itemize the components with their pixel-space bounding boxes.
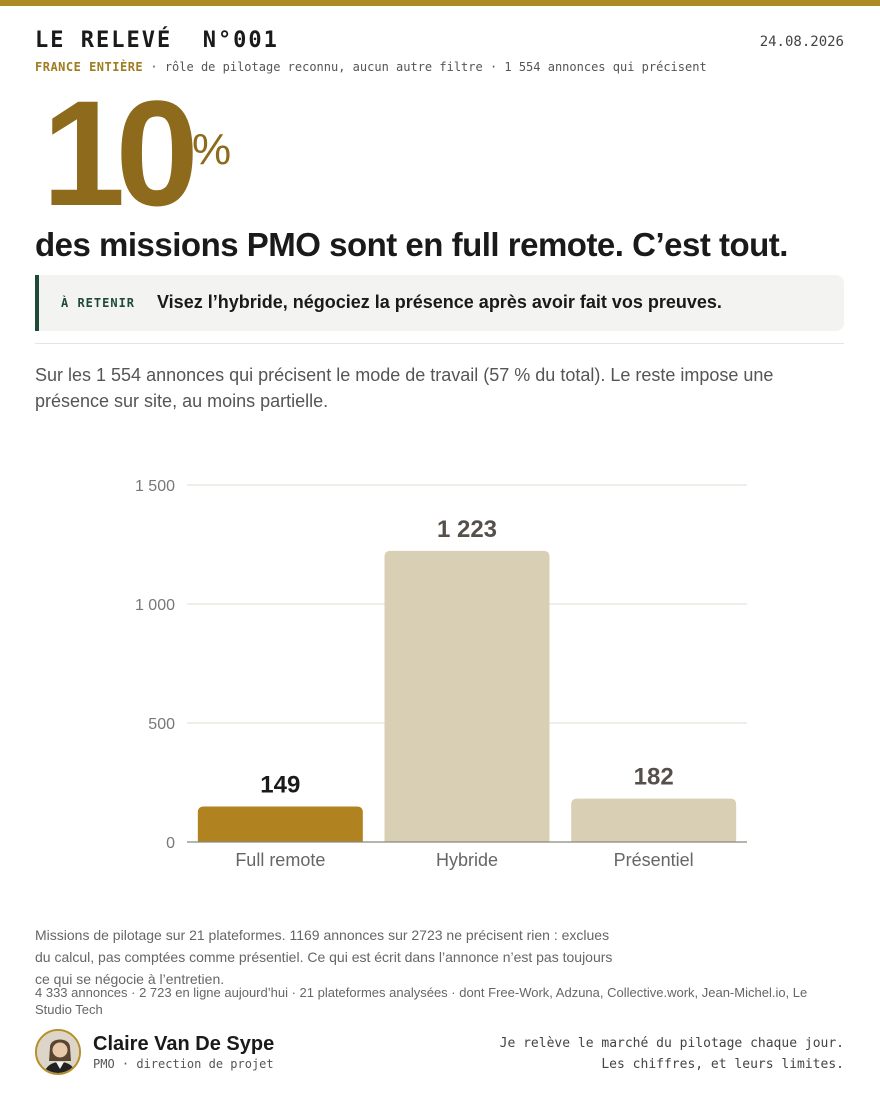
bar-value-label: 149 bbox=[260, 772, 300, 799]
author-name: Claire Van De Sype bbox=[93, 1033, 275, 1055]
x-category-label: Full remote bbox=[235, 850, 325, 870]
bar-value-label: 182 bbox=[634, 764, 674, 791]
hero-percent-sign: % bbox=[192, 125, 232, 174]
y-tick-label: 1 000 bbox=[135, 597, 175, 614]
bar-full-remote bbox=[197, 806, 363, 842]
takeaway-callout: À RETENIR Visez l’hybride, négociez la p… bbox=[35, 275, 844, 331]
tagline: Je relève le marché du pilotage chaque j… bbox=[500, 1033, 844, 1075]
bar-pr-sentiel bbox=[571, 798, 737, 842]
intro-paragraph: Sur les 1 554 annonces qui précisent le … bbox=[35, 365, 774, 411]
scope-line: FRANCE ENTIÈRE · rôle de pilotage reconn… bbox=[35, 60, 707, 74]
top-accent-bar bbox=[0, 0, 880, 6]
x-category-label: Hybride bbox=[436, 850, 498, 870]
page-title: LE RELEVÉ N°001 bbox=[35, 28, 279, 53]
tagline-line-1: Je relève le marché du pilotage chaque j… bbox=[499, 1036, 844, 1051]
issue-date: 24.08.2026 bbox=[759, 34, 844, 50]
scope-details: · rôle de pilotage reconnu, aucun autre … bbox=[143, 60, 707, 74]
hero-number: 10 bbox=[42, 69, 199, 237]
scope-region: FRANCE ENTIÈRE bbox=[35, 60, 144, 74]
takeaway-tag: À RETENIR bbox=[61, 296, 136, 310]
hero-headline: des missions PMO sont en full remote. C’… bbox=[35, 226, 788, 263]
bar-hybride bbox=[384, 550, 550, 842]
y-tick-label: 0 bbox=[166, 835, 175, 852]
y-tick-label: 1 500 bbox=[135, 478, 175, 495]
section-divider bbox=[35, 343, 844, 344]
y-tick-label: 500 bbox=[148, 716, 175, 733]
takeaway-text: Visez l’hybride, négociez la présence ap… bbox=[157, 292, 722, 312]
work-mode-bar-chart: 0 500 1 000 1 500 149 Full remote 1 223 Hybride… bbox=[135, 478, 747, 870]
author-avatar bbox=[35, 1029, 81, 1075]
tagline-line-2: Les chiffres, et leurs limites. bbox=[601, 1057, 844, 1072]
x-category-label: Présentiel bbox=[614, 850, 694, 870]
bar-value-label: 1 223 bbox=[437, 516, 497, 543]
methodology-note: Missions de pilotage sur 21 plateformes.… bbox=[35, 927, 613, 987]
author-role: PMO · direction de projet bbox=[93, 1057, 274, 1071]
source-stats: 4 333 annonces · 2 723 en ligne aujourd’… bbox=[35, 985, 808, 1017]
